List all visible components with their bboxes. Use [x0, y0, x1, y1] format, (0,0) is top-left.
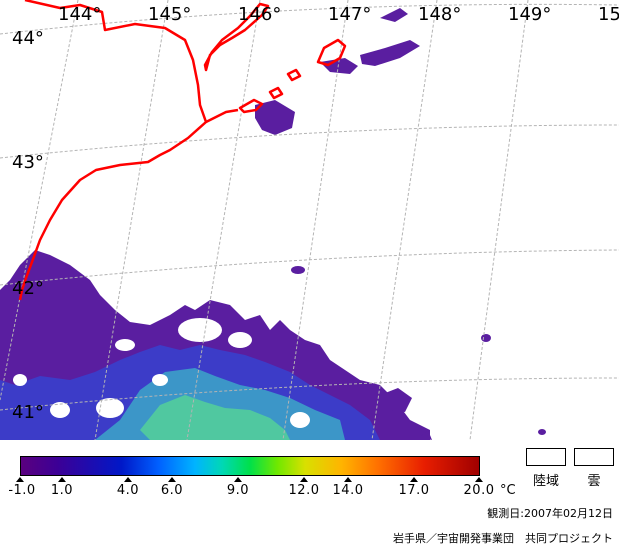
legend-panel: -1.0 1.0 4.0 6.0 9.0 12.0 14.0 17.0 20.0…: [0, 440, 619, 546]
longitude-labels: 144° 145° 146° 147° 148° 149° 15: [58, 4, 619, 25]
tick-mark: [344, 477, 352, 482]
land-label: 陸域: [532, 474, 560, 489]
temperature-unit: °C: [500, 483, 516, 498]
sst-warmest-region: [140, 395, 290, 440]
lon-label-144: 144°: [58, 4, 101, 25]
cloud-swatch: [574, 448, 614, 466]
graticule: [0, 0, 619, 440]
tick-label: 4.0: [116, 483, 140, 498]
lon-label-147: 147°: [328, 4, 371, 25]
lon-label-146: 146°: [238, 4, 281, 25]
sst-data-layer: [0, 8, 546, 440]
tick-label: 1.0: [50, 483, 74, 498]
cloud-gaps: [13, 318, 310, 428]
tick-mark: [234, 477, 242, 482]
parallel-44: [0, 3, 619, 35]
tick-label: -1.0: [8, 483, 36, 498]
meridian-149: [469, 0, 529, 440]
meridian-147: [282, 0, 349, 440]
tick-label: 12.0: [288, 483, 320, 498]
meridian-148: [371, 0, 438, 440]
lon-label-150: 15: [598, 4, 619, 25]
latitude-labels: 44° 43° 42° 41°: [12, 28, 44, 423]
tick-label: 9.0: [226, 483, 250, 498]
tick-label: 6.0: [160, 483, 184, 498]
lat-label-43: 43°: [12, 152, 44, 173]
land-swatch: [526, 448, 566, 466]
habomai-islets: [238, 98, 264, 114]
meridian-144: [0, 0, 79, 401]
tick-mark: [16, 477, 24, 482]
sst-map: 144° 145° 146° 147° 148° 149° 15 44° 43°…: [0, 0, 619, 440]
tick-mark: [124, 477, 132, 482]
small-islet-2: [286, 68, 302, 82]
cloud-label: 雲: [587, 474, 601, 489]
meridian-146: [186, 0, 261, 440]
coastline: [18, 0, 347, 301]
lon-label-145: 145°: [148, 4, 191, 25]
lat-label-41: 41°: [12, 402, 44, 423]
parallel-43: [0, 124, 619, 159]
east-hokkaido-tip: [205, 108, 239, 124]
tick-mark: [58, 477, 66, 482]
small-islet: [268, 86, 284, 100]
tick-label: 17.0: [398, 483, 430, 498]
lon-label-148: 148°: [418, 4, 461, 25]
tick-mark: [168, 477, 176, 482]
kunashiri-coast: [203, 2, 270, 72]
tick-label: 20.0: [463, 483, 495, 498]
credit-line: 岩手県／宇宙開発事業団 共同プロジェクト: [393, 532, 613, 545]
tick-mark: [475, 477, 483, 482]
lat-label-44: 44°: [12, 28, 44, 49]
lon-label-149: 149°: [508, 4, 551, 25]
observation-date: 観測日:2007年02月12日: [487, 507, 613, 520]
parallel-41: [0, 377, 619, 411]
sst-north-patches: [255, 8, 546, 440]
tick-mark: [300, 477, 308, 482]
temperature-colorbar: [20, 456, 480, 476]
shikotan-coast: [316, 38, 347, 67]
hokkaido-coast: [18, 0, 208, 301]
meridian-145: [94, 0, 169, 440]
lat-label-42: 42°: [12, 278, 44, 299]
tick-label: 14.0: [332, 483, 364, 498]
tick-mark: [410, 477, 418, 482]
